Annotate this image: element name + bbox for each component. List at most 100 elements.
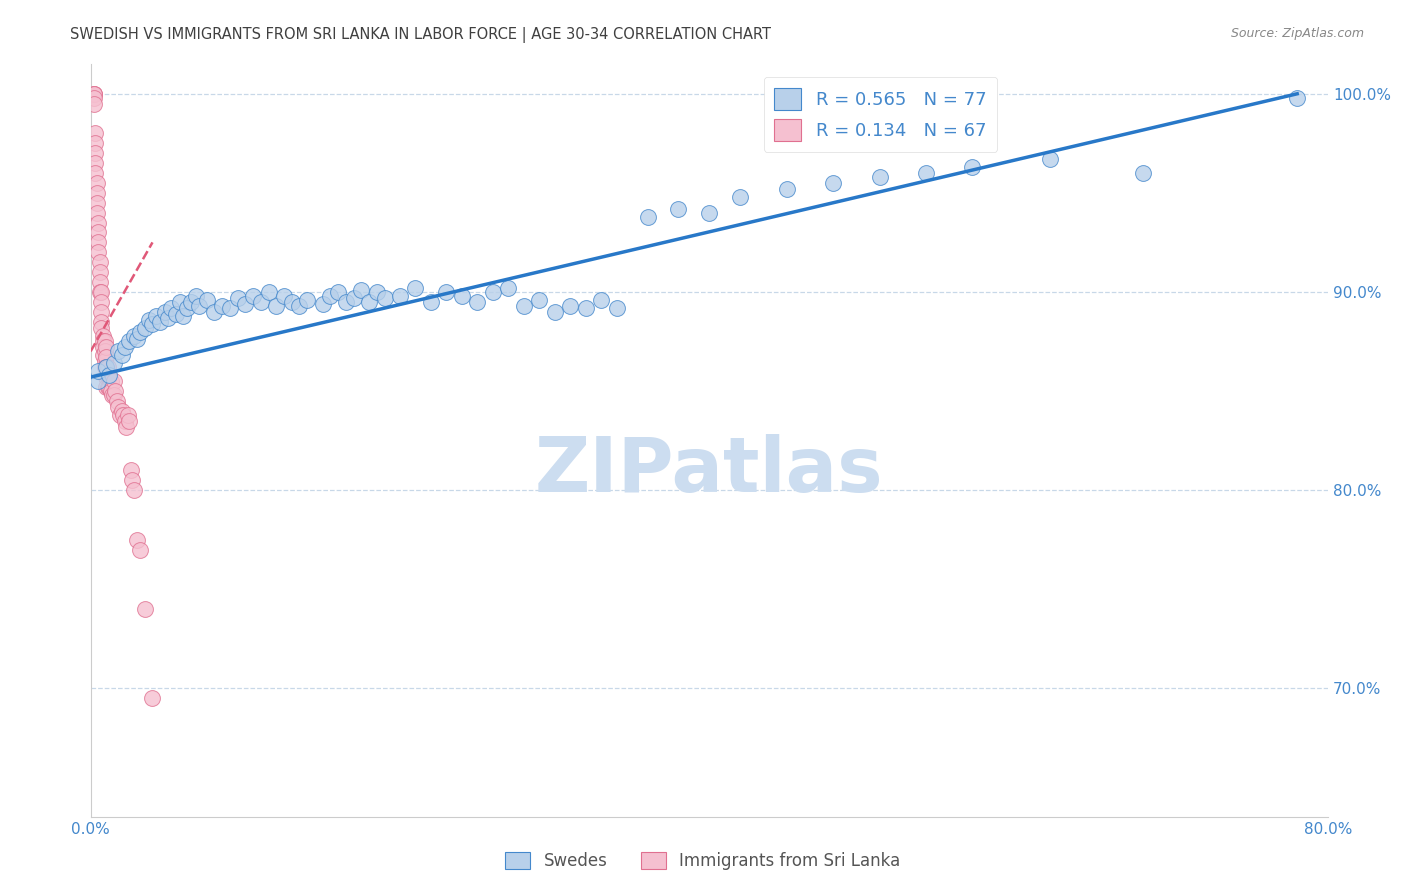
Point: [84, 146, 107, 161]
Point: [1132, 166, 1154, 180]
Point: [97, 370, 120, 384]
Text: SWEDISH VS IMMIGRANTS FROM SRI LANKA IN LABOR FORCE | AGE 30-34 CORRELATION CHAR: SWEDISH VS IMMIGRANTS FROM SRI LANKA IN …: [70, 27, 772, 43]
Point: [125, 333, 148, 347]
Point: [373, 291, 395, 305]
Point: [141, 317, 163, 331]
Point: [156, 310, 179, 325]
Point: [101, 388, 124, 402]
Point: [87, 226, 110, 240]
Point: [699, 205, 721, 219]
Point: [134, 320, 156, 334]
Point: [288, 299, 311, 313]
Point: [121, 473, 143, 487]
Point: [153, 304, 176, 318]
Point: [451, 289, 474, 303]
Point: [93, 334, 115, 349]
Point: [90, 315, 112, 329]
Point: [83, 91, 105, 105]
Point: [94, 340, 117, 354]
Point: [295, 293, 318, 307]
Point: [84, 136, 107, 151]
Point: [117, 408, 139, 422]
Point: [90, 304, 112, 318]
Point: [311, 297, 333, 311]
Point: [83, 96, 105, 111]
Point: [226, 291, 249, 305]
Point: [122, 328, 145, 343]
Point: [94, 370, 117, 384]
Point: [776, 182, 799, 196]
Point: [93, 344, 115, 359]
Legend: R = 0.565   N = 77, R = 0.134   N = 67: R = 0.565 N = 77, R = 0.134 N = 67: [763, 77, 997, 152]
Point: [1286, 91, 1309, 105]
Point: [98, 380, 121, 394]
Point: [108, 408, 131, 422]
Point: [89, 255, 111, 269]
Point: [91, 340, 114, 354]
Point: [118, 414, 141, 428]
Point: [606, 301, 628, 315]
Point: [110, 348, 132, 362]
Point: [264, 299, 287, 313]
Point: [419, 294, 441, 309]
Point: [169, 294, 191, 309]
Point: [357, 294, 380, 309]
Point: [103, 374, 125, 388]
Legend: Swedes, Immigrants from Sri Lanka: Swedes, Immigrants from Sri Lanka: [499, 845, 907, 877]
Point: [89, 265, 111, 279]
Point: [122, 483, 145, 497]
Point: [103, 356, 125, 370]
Point: [87, 245, 110, 260]
Point: [513, 299, 536, 313]
Point: [172, 309, 194, 323]
Point: [668, 202, 690, 216]
Point: [218, 301, 240, 315]
Point: [249, 294, 271, 309]
Point: [86, 186, 108, 200]
Point: [91, 348, 114, 362]
Point: [482, 285, 505, 299]
Point: [114, 340, 136, 354]
Point: [195, 293, 218, 307]
Point: [87, 235, 110, 250]
Point: [962, 160, 984, 174]
Point: [366, 285, 388, 299]
Text: Source: ZipAtlas.com: Source: ZipAtlas.com: [1230, 27, 1364, 40]
Point: [326, 285, 349, 299]
Point: [138, 312, 160, 326]
Point: [84, 166, 107, 180]
Point: [257, 285, 280, 299]
Point: [233, 297, 256, 311]
Point: [90, 320, 112, 334]
Point: [560, 299, 582, 313]
Point: [83, 87, 105, 101]
Point: [160, 301, 183, 315]
Point: [107, 400, 129, 414]
Point: [100, 374, 122, 388]
Point: [105, 393, 128, 408]
Point: [869, 169, 891, 184]
Point: [1039, 152, 1062, 166]
Point: [187, 299, 209, 313]
Point: [94, 360, 117, 375]
Point: [434, 285, 457, 299]
Point: [350, 283, 373, 297]
Point: [591, 293, 613, 307]
Point: [97, 360, 120, 375]
Point: [118, 334, 141, 349]
Point: [134, 602, 156, 616]
Point: [86, 176, 108, 190]
Point: [93, 360, 115, 375]
Point: [129, 542, 152, 557]
Point: [86, 195, 108, 210]
Point: [141, 691, 163, 706]
Point: [211, 299, 233, 313]
Point: [730, 190, 752, 204]
Point: [176, 301, 198, 315]
Point: [87, 364, 110, 378]
Point: [91, 328, 114, 343]
Point: [94, 380, 117, 394]
Point: [91, 334, 114, 349]
Point: [467, 294, 489, 309]
Point: [90, 285, 112, 299]
